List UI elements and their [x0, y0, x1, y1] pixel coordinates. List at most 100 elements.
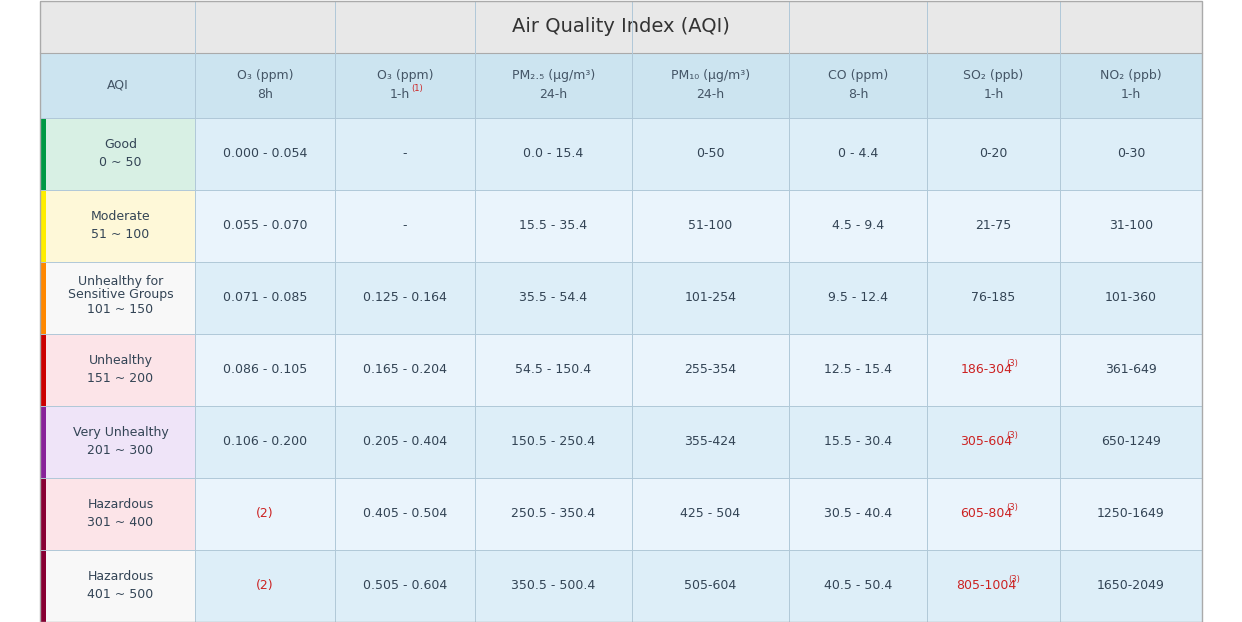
Text: 24-h: 24-h: [697, 88, 724, 101]
Bar: [474, 261, 632, 333]
Bar: [40, 1, 1202, 52]
Bar: [40, 261, 46, 333]
Text: 305-604: 305-604: [960, 435, 1012, 448]
Bar: [474, 118, 632, 190]
Text: (3): (3): [1006, 431, 1017, 440]
Bar: [789, 190, 927, 261]
Bar: [632, 549, 789, 621]
Bar: [40, 478, 46, 549]
Bar: [789, 549, 927, 621]
Bar: [40, 261, 195, 333]
Bar: [40, 333, 195, 406]
Text: Sensitive Groups: Sensitive Groups: [67, 288, 174, 301]
Text: 425 - 504: 425 - 504: [681, 507, 740, 520]
Text: 51-100: 51-100: [688, 219, 733, 232]
Text: 0-30: 0-30: [1117, 147, 1145, 160]
Text: 186-304: 186-304: [960, 363, 1012, 376]
Text: Good: Good: [104, 138, 137, 151]
Bar: [40, 549, 46, 621]
Text: Unhealthy: Unhealthy: [88, 354, 153, 367]
Bar: [335, 190, 474, 261]
Text: 650-1249: 650-1249: [1102, 435, 1161, 448]
Bar: [195, 478, 335, 549]
Text: 4.5 - 9.4: 4.5 - 9.4: [832, 219, 884, 232]
Bar: [1059, 118, 1202, 190]
Text: PM₂.₅ (μg/m³): PM₂.₅ (μg/m³): [512, 68, 595, 81]
Text: 1250-1649: 1250-1649: [1097, 507, 1165, 520]
Text: Moderate: Moderate: [91, 210, 150, 223]
Text: 8-h: 8-h: [848, 88, 868, 101]
Text: (3): (3): [1006, 359, 1017, 368]
Bar: [1059, 261, 1202, 333]
Text: 30.5 - 40.4: 30.5 - 40.4: [823, 507, 892, 520]
Bar: [40, 549, 195, 621]
Bar: [927, 549, 1059, 621]
Text: 0.055 - 0.070: 0.055 - 0.070: [222, 219, 307, 232]
Text: 9.5 - 12.4: 9.5 - 12.4: [828, 291, 888, 304]
Text: O₃ (ppm): O₃ (ppm): [376, 68, 433, 81]
Text: 255-354: 255-354: [684, 363, 737, 376]
Text: CO (ppm): CO (ppm): [828, 68, 888, 81]
Text: 350.5 - 500.4: 350.5 - 500.4: [512, 579, 596, 592]
Text: 301 ~ 400: 301 ~ 400: [87, 516, 154, 529]
Text: 361-649: 361-649: [1105, 363, 1156, 376]
Bar: [474, 549, 632, 621]
Bar: [1059, 478, 1202, 549]
Text: (2): (2): [256, 579, 273, 592]
Bar: [632, 190, 789, 261]
Bar: [632, 406, 789, 478]
Bar: [40, 190, 195, 261]
Text: Very Unhealthy: Very Unhealthy: [72, 426, 169, 439]
Text: 250.5 - 350.4: 250.5 - 350.4: [512, 507, 596, 520]
Bar: [40, 406, 195, 478]
Text: 0.205 - 0.404: 0.205 - 0.404: [363, 435, 447, 448]
Text: 150.5 - 250.4: 150.5 - 250.4: [512, 435, 596, 448]
Bar: [632, 261, 789, 333]
Bar: [789, 118, 927, 190]
Text: -: -: [402, 147, 407, 160]
Bar: [195, 333, 335, 406]
Text: 0-20: 0-20: [979, 147, 1007, 160]
Bar: [927, 118, 1059, 190]
Bar: [195, 549, 335, 621]
Bar: [335, 261, 474, 333]
Text: 0.165 - 0.204: 0.165 - 0.204: [363, 363, 447, 376]
Bar: [40, 190, 46, 261]
Bar: [40, 406, 46, 478]
Text: 8h: 8h: [257, 88, 273, 101]
Text: 31-100: 31-100: [1109, 219, 1153, 232]
Text: 0 - 4.4: 0 - 4.4: [838, 147, 878, 160]
Text: 0.000 - 0.054: 0.000 - 0.054: [222, 147, 307, 160]
Text: (2): (2): [256, 507, 273, 520]
Bar: [1059, 190, 1202, 261]
Text: (3): (3): [1006, 503, 1017, 512]
Bar: [474, 478, 632, 549]
Text: 101-360: 101-360: [1105, 291, 1158, 304]
Text: 21-75: 21-75: [975, 219, 1012, 232]
Bar: [335, 549, 474, 621]
Bar: [40, 118, 195, 190]
Bar: [789, 478, 927, 549]
Text: 15.5 - 35.4: 15.5 - 35.4: [519, 219, 587, 232]
Text: 101 ~ 150: 101 ~ 150: [87, 303, 154, 316]
Text: 76-185: 76-185: [971, 291, 1016, 304]
Text: SO₂ (ppb): SO₂ (ppb): [964, 68, 1023, 81]
Bar: [1059, 549, 1202, 621]
Text: 1-h: 1-h: [390, 88, 410, 101]
Text: 101-254: 101-254: [684, 291, 737, 304]
Text: 12.5 - 15.4: 12.5 - 15.4: [823, 363, 892, 376]
Text: 0.086 - 0.105: 0.086 - 0.105: [222, 363, 307, 376]
Bar: [927, 190, 1059, 261]
Bar: [927, 478, 1059, 549]
Bar: [40, 52, 1202, 118]
Bar: [632, 118, 789, 190]
Text: -: -: [402, 219, 407, 232]
Text: 51 ~ 100: 51 ~ 100: [92, 228, 149, 241]
Bar: [474, 333, 632, 406]
Bar: [40, 118, 46, 190]
Text: 1-h: 1-h: [984, 88, 1004, 101]
Bar: [927, 261, 1059, 333]
Text: NO₂ (ppb): NO₂ (ppb): [1100, 68, 1161, 81]
Bar: [335, 478, 474, 549]
Text: 201 ~ 300: 201 ~ 300: [87, 444, 154, 457]
